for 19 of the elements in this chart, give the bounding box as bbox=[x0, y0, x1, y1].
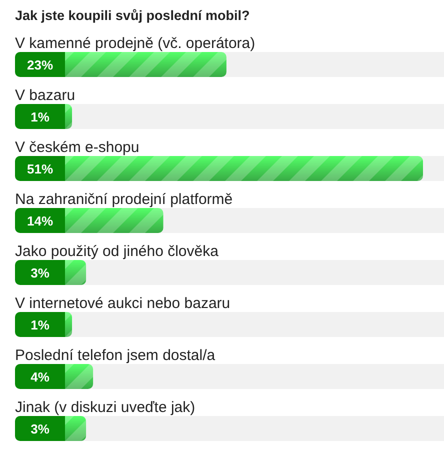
data-label: 3% bbox=[30, 266, 50, 280]
y-tick-label: Na zahraniční prodejní platformě bbox=[15, 191, 233, 208]
y-tick-label: Jinak (v diskuzi uveďte jak) bbox=[15, 399, 196, 416]
y-tick-label: V internetové aukci nebo bazaru bbox=[15, 295, 230, 312]
data-label: 14% bbox=[26, 214, 54, 228]
y-tick-label: Poslední telefon jsem dostal/a bbox=[15, 347, 216, 364]
y-tick-label: V českém e-shopu bbox=[15, 139, 140, 156]
y-tick-label: V kamenné prodejně (vč. operátora) bbox=[15, 35, 256, 52]
data-label: 3% bbox=[30, 422, 50, 436]
bar bbox=[65, 104, 72, 129]
data-label: 1% bbox=[30, 318, 50, 332]
data-label: 1% bbox=[30, 110, 50, 124]
bar bbox=[65, 312, 72, 337]
y-tick-label: Jako použitý od jiného člověka bbox=[15, 243, 220, 260]
data-label: 23% bbox=[26, 58, 54, 72]
data-label: 4% bbox=[30, 370, 50, 384]
data-label: 51% bbox=[26, 162, 54, 176]
y-tick-label: V bazaru bbox=[15, 87, 76, 104]
chart-title: Jak jste koupili svůj poslední mobil? bbox=[15, 8, 250, 23]
